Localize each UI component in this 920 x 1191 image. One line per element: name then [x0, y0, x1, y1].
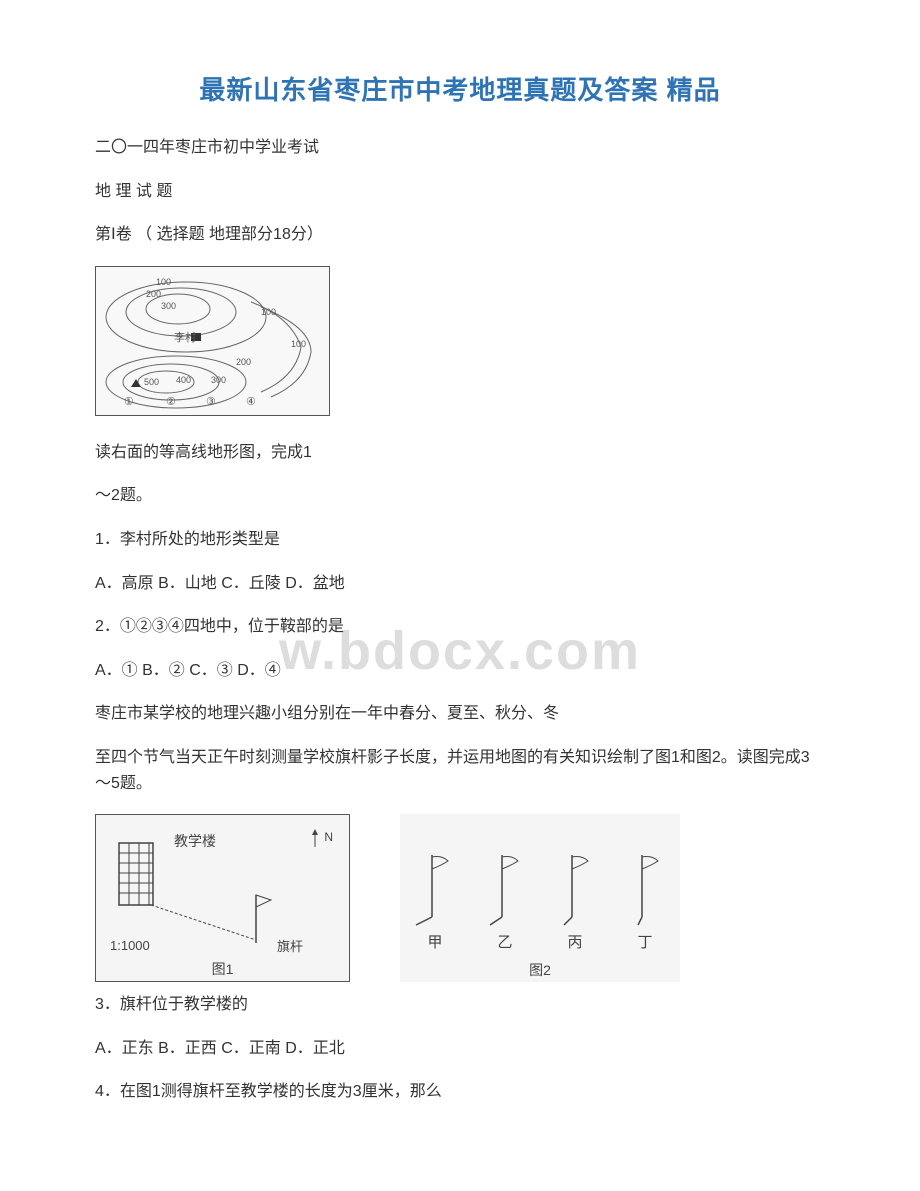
contour-map-figure: 100 200 300 100 100 200 300 400 500 李村 ①… [95, 266, 330, 416]
flagpole-label: 旗杆 [277, 936, 303, 955]
intro-text-1: 读右面的等高线地形图，完成1 [95, 440, 825, 466]
contour-label: 100 [156, 277, 171, 287]
flag-item: 乙 [484, 847, 526, 952]
question-4: 4．在图1测得旗杆至教学楼的长度为3厘米，那么 [95, 1079, 825, 1105]
circle-marker: ③ [206, 395, 216, 408]
scale-label: 1:1000 [110, 938, 150, 953]
intro-text-3: 枣庄市某学校的地理兴趣小组分别在一年中春分、夏至、秋分、冬 [95, 701, 825, 727]
section-header: 第Ⅰ卷 （ 选择题 地理部分18分） [95, 222, 825, 248]
flag-item: 丁 [624, 847, 666, 952]
north-indicator: N [306, 827, 333, 849]
subtitle-exam-year: 二〇一四年枣庄市初中学业考试 [95, 135, 825, 161]
village-label: 李村 [174, 329, 196, 345]
figure-1-label: 图1 [212, 959, 234, 979]
question-1: 1．李村所处的地形类型是 [95, 527, 825, 553]
contour-label: 100 [291, 339, 306, 349]
flag-item: 甲 [414, 847, 456, 952]
contour-label: 200 [236, 357, 251, 367]
question-2: 2．①②③④四地中，位于鞍部的是 [95, 614, 825, 640]
document-content: 最新山东省枣庄市中考地理真题及答案 精品 二〇一四年枣庄市初中学业考试 地 理 … [95, 70, 825, 1105]
figure-2-label: 图2 [529, 960, 551, 980]
figure-2: 甲 乙 丙 [400, 814, 680, 982]
circle-marker: ① [124, 395, 134, 408]
building-label: 教学楼 [174, 831, 216, 851]
contour-label: 200 [146, 289, 161, 299]
circle-marker: ② [166, 395, 176, 408]
flag-label: 丙 [567, 931, 582, 952]
question-1-options: A．高原 B．山地 C．丘陵 D．盆地 [95, 571, 825, 597]
circle-marker: ④ [246, 395, 256, 408]
figures-row: 教学楼 N 1:1000 旗杆 图1 [95, 814, 825, 982]
flag-label: 甲 [427, 931, 442, 952]
figure-1: 教学楼 N 1:1000 旗杆 图1 [95, 814, 350, 982]
contour-label: 300 [161, 301, 176, 311]
question-3-options: A．正东 B．正西 C．正南 D．正北 [95, 1036, 825, 1062]
contour-label: 500 [144, 377, 159, 387]
document-title: 最新山东省枣庄市中考地理真题及答案 精品 [95, 70, 825, 107]
intro-text-4: 至四个节气当天正午时刻测量学校旗杆影子长度，并运用地图的有关知识绘制了图1和图2… [95, 745, 825, 796]
subtitle-subject: 地 理 试 题 [95, 179, 825, 205]
flag-item: 丙 [554, 847, 596, 952]
contour-label: 400 [176, 375, 191, 385]
question-2-options: A．① B．② C．③ D．④ [95, 658, 825, 684]
flag-label: 丁 [637, 931, 652, 952]
contour-label: 100 [261, 307, 276, 317]
intro-text-2: ～2题。 [95, 483, 825, 509]
flag-label: 乙 [497, 931, 512, 952]
contour-label: 300 [211, 375, 226, 385]
question-3: 3．旗杆位于教学楼的 [95, 992, 825, 1018]
